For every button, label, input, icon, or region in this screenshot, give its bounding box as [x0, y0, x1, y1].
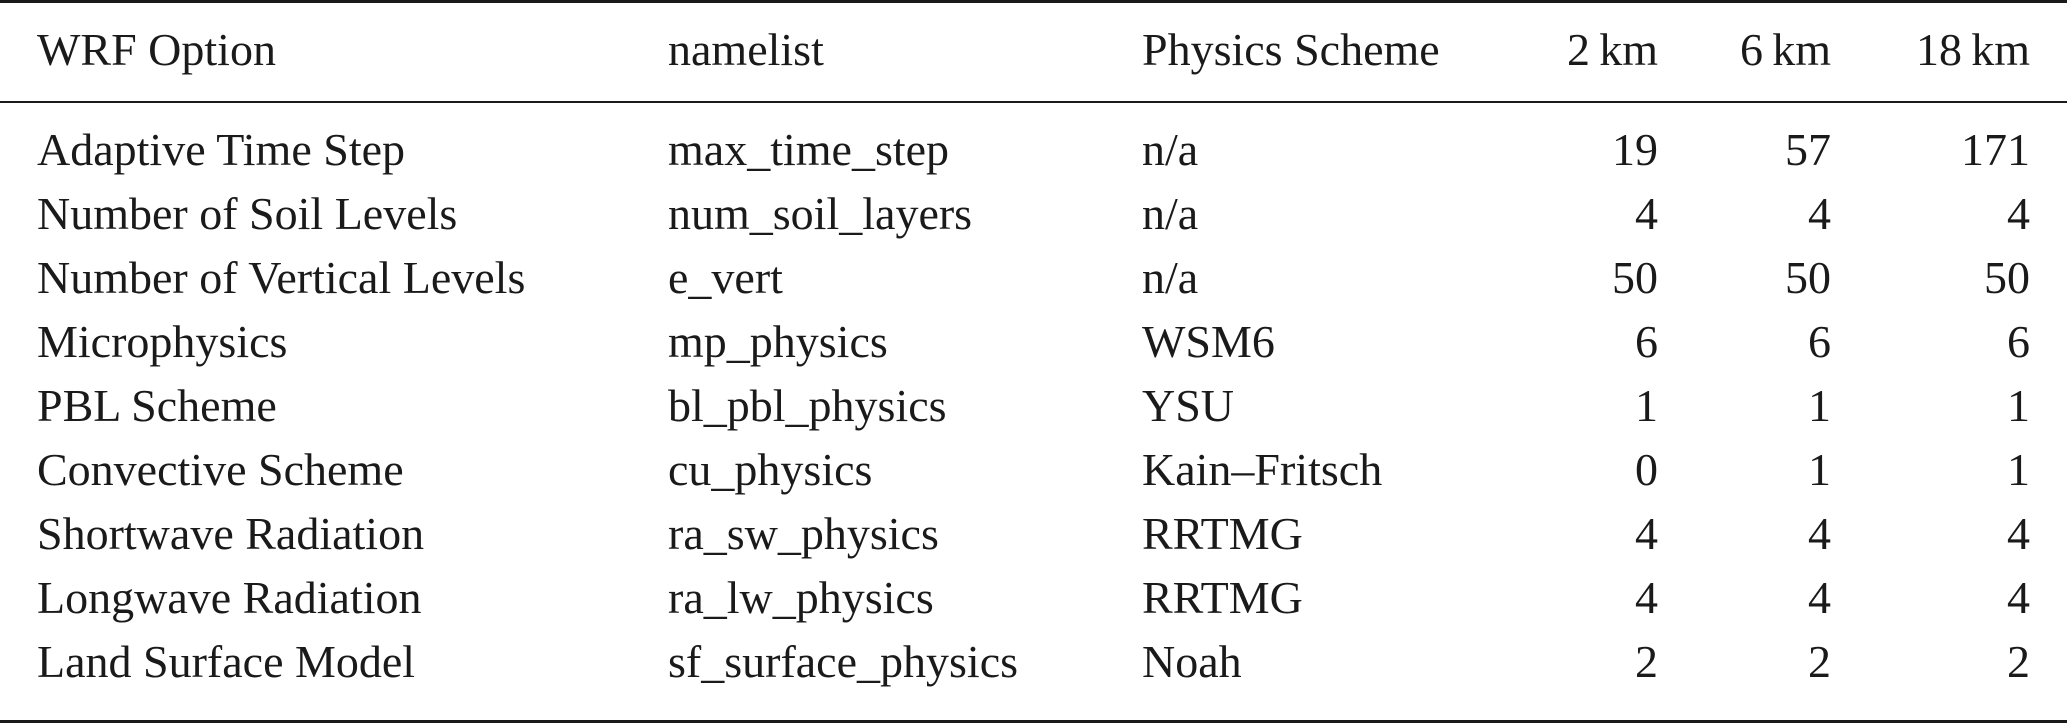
cell-physics-scheme: YSU — [1142, 380, 1235, 431]
cell-wrf-option: PBL Scheme — [37, 380, 277, 431]
cell-18km: 171 — [1961, 124, 2030, 175]
cell-wrf-option: Land Surface Model — [37, 636, 416, 687]
header-6km: 6 km — [1740, 24, 1831, 75]
cell-2km: 4 — [1635, 188, 1658, 239]
table-row: Land Surface Model sf_surface_physics No… — [0, 630, 2067, 694]
cell-18km: 1 — [2007, 444, 2030, 495]
cell-namelist: max_time_step — [668, 124, 950, 175]
header-physics-scheme: Physics Scheme — [1142, 24, 1440, 75]
cell-wrf-option: Shortwave Radiation — [37, 508, 425, 559]
cell-physics-scheme: n/a — [1142, 252, 1199, 303]
table-bottom-rule — [0, 720, 2067, 723]
table-row: Shortwave Radiation ra_sw_physics RRTMG … — [0, 502, 2067, 566]
cell-wrf-option: Convective Scheme — [37, 444, 404, 495]
cell-wrf-option: Number of Soil Levels — [37, 188, 458, 239]
cell-2km: 4 — [1635, 572, 1658, 623]
cell-physics-scheme: Kain–Fritsch — [1142, 444, 1383, 495]
cell-6km: 4 — [1808, 572, 1831, 623]
cell-18km: 6 — [2007, 316, 2030, 367]
table-header-row: WRF Option namelist Physics Scheme 2 km … — [0, 18, 2067, 82]
cell-2km: 19 — [1612, 124, 1658, 175]
cell-6km: 4 — [1808, 508, 1831, 559]
cell-namelist: cu_physics — [668, 444, 873, 495]
cell-namelist: ra_sw_physics — [668, 508, 939, 559]
header-namelist: namelist — [668, 24, 824, 75]
cell-18km: 4 — [2007, 572, 2030, 623]
cell-namelist: bl_pbl_physics — [668, 380, 947, 431]
header-2km: 2 km — [1567, 24, 1658, 75]
cell-6km: 1 — [1808, 444, 1831, 495]
cell-18km: 1 — [2007, 380, 2030, 431]
cell-2km: 0 — [1635, 444, 1658, 495]
cell-6km: 57 — [1785, 124, 1831, 175]
cell-18km: 4 — [2007, 188, 2030, 239]
table-row: Number of Vertical Levels e_vert n/a 50 … — [0, 246, 2067, 310]
header-18km: 18 km — [1916, 24, 2030, 75]
cell-wrf-option: Number of Vertical Levels — [37, 252, 526, 303]
cell-wrf-option: Microphysics — [37, 316, 288, 367]
cell-wrf-option: Adaptive Time Step — [37, 124, 406, 175]
cell-6km: 6 — [1808, 316, 1831, 367]
cell-physics-scheme: n/a — [1142, 124, 1199, 175]
cell-physics-scheme: RRTMG — [1142, 572, 1303, 623]
cell-namelist: num_soil_layers — [668, 188, 973, 239]
cell-2km: 4 — [1635, 508, 1658, 559]
cell-6km: 2 — [1808, 636, 1831, 687]
cell-wrf-option: Longwave Radiation — [37, 572, 422, 623]
cell-18km: 2 — [2007, 636, 2030, 687]
cell-2km: 2 — [1635, 636, 1658, 687]
cell-namelist: sf_surface_physics — [668, 636, 1019, 687]
cell-namelist: e_vert — [668, 252, 783, 303]
table-row: Adaptive Time Step max_time_step n/a 19 … — [0, 118, 2067, 182]
cell-6km: 1 — [1808, 380, 1831, 431]
cell-namelist: ra_lw_physics — [668, 572, 934, 623]
cell-namelist: mp_physics — [668, 316, 888, 367]
table-row: Longwave Radiation ra_lw_physics RRTMG 4… — [0, 566, 2067, 630]
cell-physics-scheme: n/a — [1142, 188, 1199, 239]
cell-physics-scheme: WSM6 — [1142, 316, 1275, 367]
header-wrf-option: WRF Option — [37, 24, 276, 75]
cell-physics-scheme: Noah — [1142, 636, 1242, 687]
table-row: PBL Scheme bl_pbl_physics YSU 1 1 1 — [0, 374, 2067, 438]
cell-2km: 1 — [1635, 380, 1658, 431]
cell-2km: 50 — [1612, 252, 1658, 303]
cell-18km: 50 — [1984, 252, 2030, 303]
table-header-rule — [0, 101, 2067, 103]
cell-2km: 6 — [1635, 316, 1658, 367]
table-row: Convective Scheme cu_physics Kain–Fritsc… — [0, 438, 2067, 502]
table-top-rule — [0, 0, 2067, 3]
cell-6km: 4 — [1808, 188, 1831, 239]
table-row: Number of Soil Levels num_soil_layers n/… — [0, 182, 2067, 246]
cell-6km: 50 — [1785, 252, 1831, 303]
cell-physics-scheme: RRTMG — [1142, 508, 1303, 559]
cell-18km: 4 — [2007, 508, 2030, 559]
table-row: Microphysics mp_physics WSM6 6 6 6 — [0, 310, 2067, 374]
